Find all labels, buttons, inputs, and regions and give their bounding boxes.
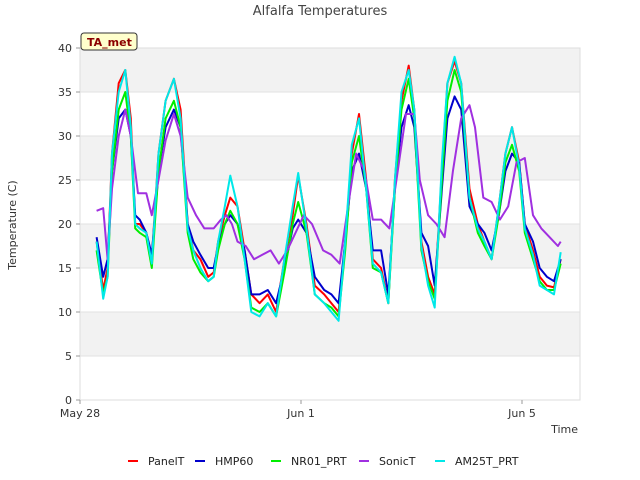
y-tick-label: 15 — [58, 262, 72, 275]
plot-band — [80, 48, 580, 92]
series-line-hmp60 — [95, 95, 562, 305]
chart-title: Alfalfa Temperatures — [253, 4, 388, 19]
series-lines — [95, 55, 562, 322]
legend-label: HMP60 — [215, 455, 253, 468]
y-tick-label: 30 — [58, 130, 72, 143]
plot-band — [80, 312, 580, 356]
series-line-am25t-prt — [95, 55, 562, 322]
x-tick-label: Jun 1 — [286, 407, 315, 420]
y-tick-label: 10 — [58, 306, 72, 319]
y-tick-label: 25 — [58, 174, 72, 187]
x-tick-label: May 28 — [60, 407, 100, 420]
x-axis-label: Time — [550, 423, 578, 436]
series-line-sonict — [96, 104, 562, 265]
x-tick-label: Jun 5 — [507, 407, 536, 420]
y-tick-label: 20 — [58, 218, 72, 231]
x-axis-ticks: May 28 Jun 1 Jun 5 — [60, 400, 536, 420]
y-tick-label: 40 — [58, 42, 72, 55]
y-tick-label: 5 — [65, 350, 72, 363]
badge-label: TA_met — [87, 36, 132, 49]
legend-label: AM25T_PRT — [455, 455, 519, 468]
y-axis-ticks: 0 5 10 15 20 25 30 35 40 — [58, 42, 80, 407]
badge-box — [80, 32, 138, 51]
station-badge: TA_met — [80, 32, 138, 51]
legend-label: PanelT — [148, 455, 185, 468]
series-line-nr01-prt — [95, 69, 562, 318]
legend: PanelT HMP60 NR01_PRT SonicT AM25T_PRT — [128, 455, 519, 468]
y-axis-label: Temperature (C) — [6, 180, 19, 270]
y-tick-label: 0 — [65, 394, 72, 407]
legend-label: NR01_PRT — [291, 455, 347, 468]
legend-label: SonicT — [379, 455, 416, 468]
y-tick-label: 35 — [58, 86, 72, 99]
